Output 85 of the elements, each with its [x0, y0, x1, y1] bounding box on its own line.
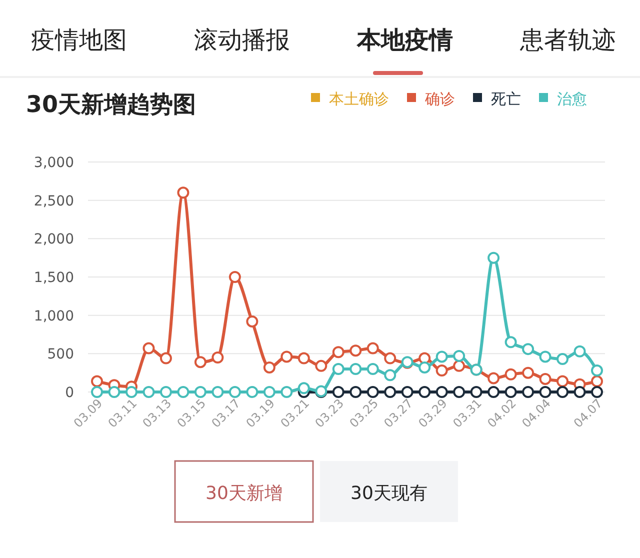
- point: [160, 352, 172, 364]
- chart-title: 30天新增趋势图: [26, 91, 196, 118]
- point: [556, 386, 569, 398]
- point: [246, 315, 258, 328]
- legend-label: 治愈: [557, 90, 587, 108]
- point: [177, 186, 190, 199]
- point: [436, 364, 448, 377]
- point: [194, 356, 206, 368]
- text: 患者轨迹: [519, 26, 616, 54]
- point: [453, 360, 466, 372]
- text: 30天现有: [350, 483, 428, 504]
- point: [350, 363, 362, 375]
- point: [91, 386, 103, 398]
- point: [212, 352, 224, 364]
- text: 30天新增: [206, 483, 282, 504]
- point: [488, 372, 500, 384]
- point: [453, 386, 466, 398]
- y-tick-label: 0: [65, 385, 74, 401]
- point: [539, 386, 552, 398]
- point: [350, 344, 362, 357]
- point: [263, 361, 276, 374]
- point: [522, 386, 534, 398]
- point: [436, 386, 448, 398]
- point: [384, 352, 396, 364]
- point: [453, 350, 466, 362]
- point: [332, 386, 344, 398]
- legend-label: 本土确诊: [329, 90, 389, 108]
- point: [591, 364, 603, 377]
- y-tick-label: 500: [47, 346, 74, 363]
- point: [539, 372, 552, 385]
- point: [504, 386, 517, 398]
- point: [556, 375, 569, 388]
- point: [539, 350, 552, 363]
- point: [228, 386, 241, 398]
- point: [280, 386, 293, 398]
- point: [263, 386, 276, 398]
- point: [470, 386, 482, 398]
- text: 本地疫情: [356, 26, 453, 54]
- point: [504, 336, 517, 348]
- point: [488, 252, 500, 264]
- y-tick-label: 1,000: [34, 308, 74, 324]
- point: [366, 342, 379, 354]
- point: [366, 386, 379, 398]
- point: [160, 386, 172, 398]
- point: [574, 386, 586, 398]
- point: [315, 360, 328, 372]
- point: [574, 345, 586, 358]
- point: [384, 386, 396, 398]
- point: [401, 386, 414, 398]
- legend-label: 死亡: [491, 90, 521, 108]
- point: [591, 375, 603, 388]
- point: [246, 386, 258, 398]
- text: 滚动播报: [194, 26, 290, 54]
- point: [591, 386, 603, 398]
- point: [436, 350, 448, 363]
- point: [298, 352, 310, 364]
- point: [332, 346, 344, 358]
- point: [384, 369, 396, 382]
- point: [228, 271, 241, 283]
- point: [418, 361, 431, 374]
- point: [280, 350, 293, 363]
- y-tick-label: 3,000: [34, 155, 74, 171]
- point: [212, 386, 224, 398]
- point: [177, 386, 190, 398]
- point: [522, 343, 534, 356]
- point: [504, 368, 517, 380]
- point: [332, 363, 344, 375]
- point: [108, 386, 120, 398]
- point: [91, 375, 103, 388]
- text: 疫情地图: [31, 26, 127, 54]
- point: [488, 386, 500, 398]
- y-tick-label: 2,500: [34, 193, 74, 210]
- point: [142, 342, 155, 354]
- point: [125, 386, 138, 398]
- point: [298, 382, 310, 394]
- point: [366, 363, 379, 375]
- point: [556, 353, 569, 366]
- y-tick-label: 1,500: [34, 270, 74, 286]
- y-tick-label: 2,000: [34, 232, 74, 248]
- point: [350, 386, 362, 398]
- point: [194, 386, 206, 398]
- point: [418, 386, 431, 398]
- point: [522, 366, 534, 379]
- legend-label: 确诊: [424, 90, 455, 108]
- point: [142, 386, 155, 398]
